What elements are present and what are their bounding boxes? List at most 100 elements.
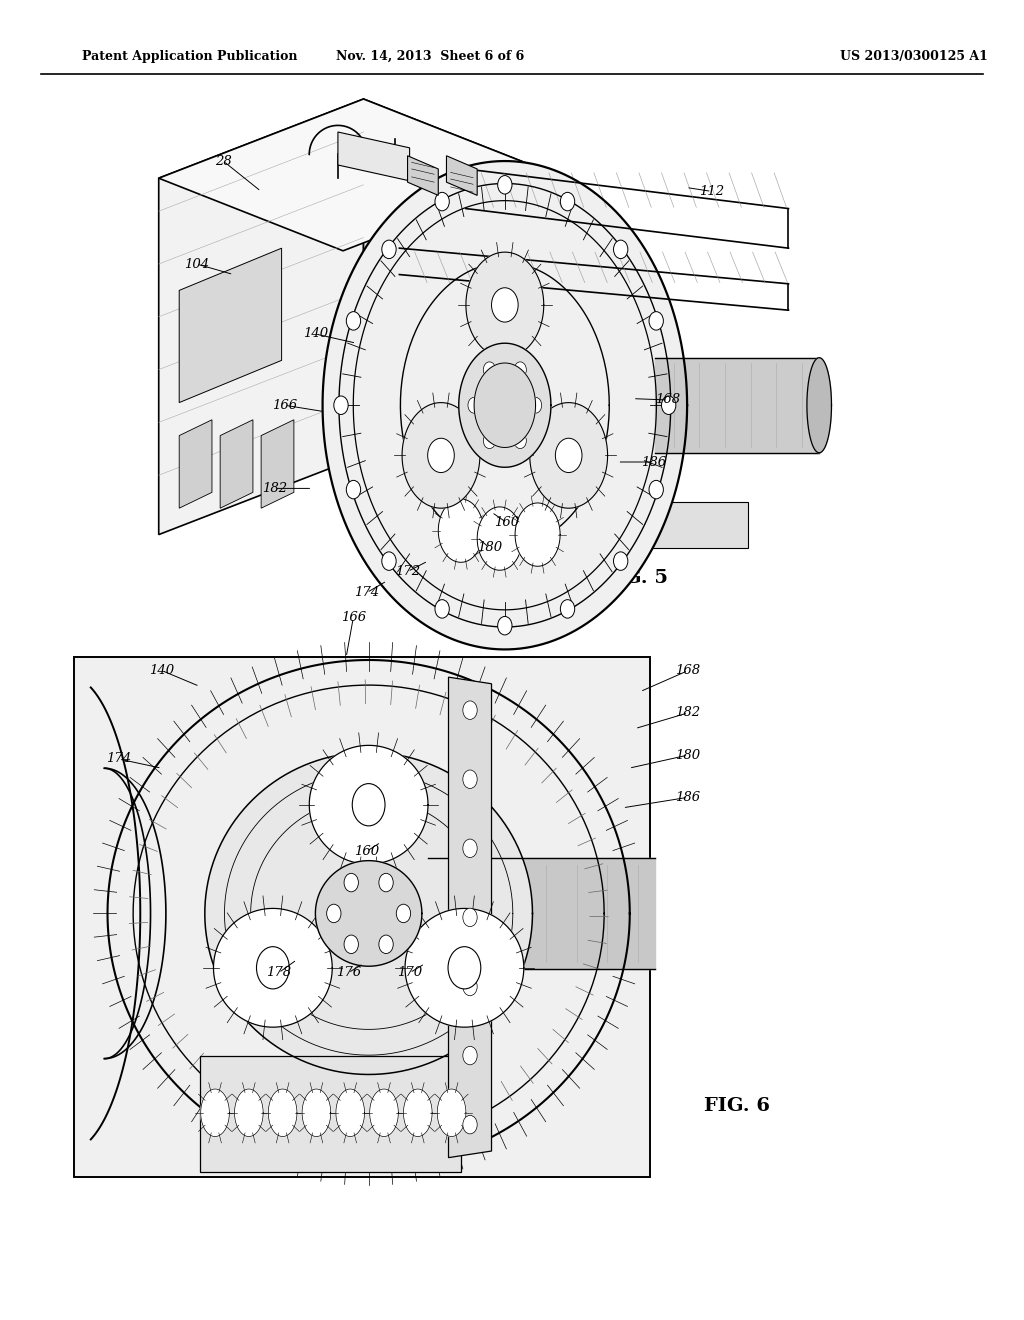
Circle shape <box>468 397 480 413</box>
Text: 178: 178 <box>266 966 291 979</box>
Circle shape <box>463 1115 477 1134</box>
Text: 112: 112 <box>699 185 724 198</box>
Polygon shape <box>477 507 522 570</box>
Text: 186: 186 <box>641 455 666 469</box>
Polygon shape <box>589 502 748 548</box>
Polygon shape <box>403 1089 432 1137</box>
Text: 170: 170 <box>397 966 422 979</box>
Circle shape <box>382 240 396 259</box>
Circle shape <box>560 193 574 211</box>
Circle shape <box>529 397 542 413</box>
Text: 176: 176 <box>336 966 360 979</box>
Circle shape <box>463 1047 477 1065</box>
Circle shape <box>382 552 396 570</box>
Polygon shape <box>466 252 544 358</box>
Polygon shape <box>449 677 492 1158</box>
Text: 182: 182 <box>262 482 287 495</box>
Circle shape <box>463 977 477 995</box>
Polygon shape <box>74 657 650 1177</box>
Polygon shape <box>179 420 212 508</box>
Polygon shape <box>364 99 548 528</box>
Polygon shape <box>220 420 253 508</box>
Polygon shape <box>402 403 480 508</box>
Circle shape <box>649 312 664 330</box>
Polygon shape <box>268 1089 297 1137</box>
Circle shape <box>498 176 512 194</box>
Text: 160: 160 <box>354 845 379 858</box>
Circle shape <box>435 599 450 618</box>
Polygon shape <box>302 1089 331 1137</box>
Circle shape <box>435 193 450 211</box>
Circle shape <box>613 552 628 570</box>
Polygon shape <box>438 499 483 562</box>
Text: US 2013/0300125 A1: US 2013/0300125 A1 <box>840 50 987 63</box>
Circle shape <box>560 599 574 618</box>
Polygon shape <box>369 313 532 366</box>
Circle shape <box>449 946 481 989</box>
Circle shape <box>352 784 385 826</box>
Circle shape <box>256 946 289 989</box>
Circle shape <box>555 438 582 473</box>
Polygon shape <box>541 172 589 548</box>
Polygon shape <box>446 156 477 195</box>
Circle shape <box>483 433 496 449</box>
Circle shape <box>379 874 393 892</box>
Circle shape <box>344 935 358 953</box>
Text: 174: 174 <box>106 752 131 766</box>
Text: 180: 180 <box>676 748 700 762</box>
Text: 186: 186 <box>676 791 700 804</box>
Circle shape <box>463 908 477 927</box>
Text: 28: 28 <box>215 154 231 168</box>
Polygon shape <box>529 403 607 508</box>
Text: 180: 180 <box>477 541 502 554</box>
Circle shape <box>463 840 477 858</box>
Text: 172: 172 <box>395 565 420 578</box>
Text: 174: 174 <box>354 586 379 599</box>
Polygon shape <box>213 908 332 1027</box>
Polygon shape <box>205 752 532 1074</box>
Text: 140: 140 <box>303 327 328 341</box>
Circle shape <box>463 701 477 719</box>
Circle shape <box>662 396 676 414</box>
Circle shape <box>613 240 628 259</box>
Polygon shape <box>201 1089 229 1137</box>
Circle shape <box>498 616 512 635</box>
Circle shape <box>379 935 393 953</box>
Circle shape <box>649 480 664 499</box>
Circle shape <box>492 288 518 322</box>
Polygon shape <box>370 1089 398 1137</box>
Text: 140: 140 <box>150 664 174 677</box>
Polygon shape <box>408 156 438 195</box>
Text: 168: 168 <box>676 664 700 677</box>
Circle shape <box>327 904 341 923</box>
Circle shape <box>463 770 477 788</box>
Polygon shape <box>200 1056 461 1172</box>
Text: Nov. 14, 2013  Sheet 6 of 6: Nov. 14, 2013 Sheet 6 of 6 <box>336 50 524 63</box>
Polygon shape <box>159 99 364 535</box>
Circle shape <box>428 438 455 473</box>
Polygon shape <box>515 503 560 566</box>
Text: 160: 160 <box>495 516 519 529</box>
Polygon shape <box>369 405 532 458</box>
Polygon shape <box>179 248 282 403</box>
Polygon shape <box>315 861 422 966</box>
Text: 166: 166 <box>341 611 366 624</box>
Circle shape <box>346 312 360 330</box>
Text: Patent Application Publication: Patent Application Publication <box>82 50 297 63</box>
Text: FIG. 6: FIG. 6 <box>705 1097 770 1115</box>
Circle shape <box>514 433 526 449</box>
Text: 182: 182 <box>676 706 700 719</box>
Polygon shape <box>369 359 532 412</box>
Text: 168: 168 <box>655 393 680 407</box>
Polygon shape <box>406 908 524 1027</box>
Text: 166: 166 <box>272 399 297 412</box>
Polygon shape <box>336 1089 365 1137</box>
Polygon shape <box>234 1089 263 1137</box>
Circle shape <box>334 396 348 414</box>
Text: FIG. 5: FIG. 5 <box>602 569 668 587</box>
Polygon shape <box>261 420 294 508</box>
Polygon shape <box>369 267 532 319</box>
Circle shape <box>344 874 358 892</box>
Circle shape <box>346 480 360 499</box>
Polygon shape <box>159 99 548 251</box>
